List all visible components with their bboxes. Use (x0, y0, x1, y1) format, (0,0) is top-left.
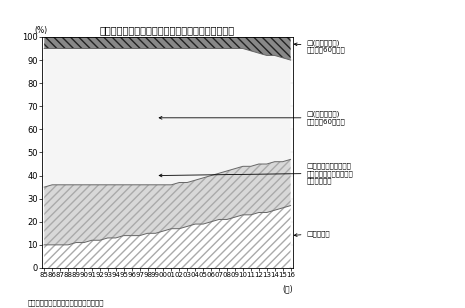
Text: (%): (%) (34, 26, 47, 34)
Text: □(勤労者世帯)
世帯主が60歳以上: □(勤労者世帯) 世帯主が60歳以上 (294, 39, 345, 53)
Text: □個人業業などの世帯
（兼職世帯を除く勤労者
以外の世帯）: □個人業業などの世帯 （兼職世帯を除く勤労者 以外の世帯） (159, 162, 353, 184)
Title: 図表３　二人以上の世帯の世帯区分別構成比の推移: 図表３ 二人以上の世帯の世帯区分別構成比の推移 (100, 25, 235, 35)
Text: □(勤労者世帯)
世帯主が60歳未満: □(勤労者世帯) 世帯主が60歳未満 (159, 111, 345, 125)
Text: (年): (年) (282, 284, 293, 293)
Text: □勤職世帯: □勤職世帯 (294, 230, 330, 237)
Text: （資料）総務省統計局「家計調査報告」: （資料）総務省統計局「家計調査報告」 (28, 300, 105, 306)
